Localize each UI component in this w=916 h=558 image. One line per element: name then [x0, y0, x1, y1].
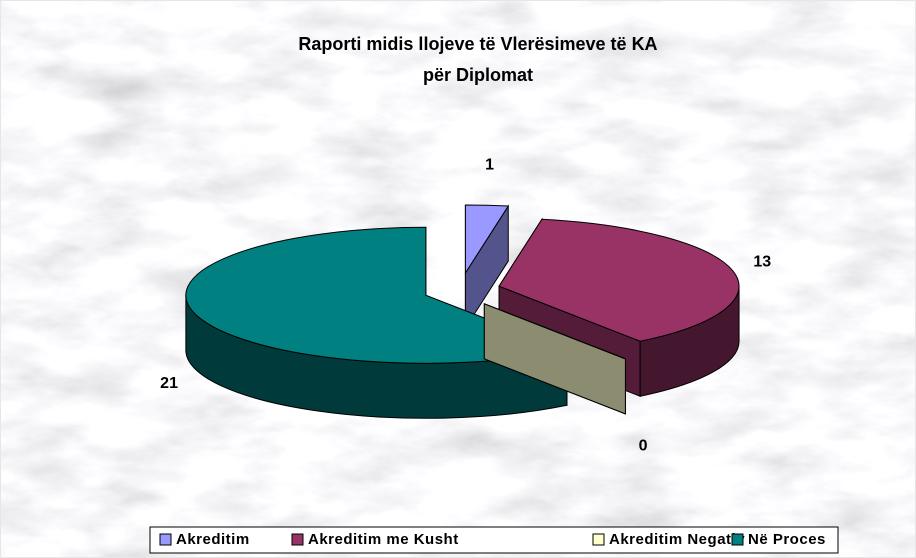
- legend-label: Akreditim me Kusht: [308, 531, 459, 548]
- slice-top: [185, 226, 569, 364]
- legend-swatch: [592, 533, 605, 546]
- legend-swatch: [159, 533, 172, 546]
- slice: [483, 303, 626, 415]
- slice-top: [484, 303, 626, 360]
- legend-label: Akreditim Negativ: [609, 531, 745, 548]
- chart-title: Raporti midis llojeve të Vlerësimeve të …: [298, 34, 657, 54]
- legend-items: Akreditim Akreditim me Kusht Akreditim Neg…: [159, 531, 826, 548]
- legend-label: Në Proces: [748, 531, 826, 548]
- slice: [464, 204, 510, 330]
- legend-swatch: [731, 533, 744, 546]
- legend-swatch: [291, 533, 304, 546]
- data-label: 21: [160, 375, 178, 392]
- data-label: 13: [753, 253, 771, 270]
- data-label: 1: [485, 157, 494, 174]
- pie: 1 13 0 21: [160, 157, 771, 455]
- chart-title: për Diplomat: [423, 65, 533, 85]
- legend-label: Akreditim: [176, 531, 250, 548]
- slice-top: [498, 218, 740, 342]
- legend: [149, 526, 839, 554]
- slice-top: [464, 204, 510, 275]
- data-label: 0: [639, 437, 648, 454]
